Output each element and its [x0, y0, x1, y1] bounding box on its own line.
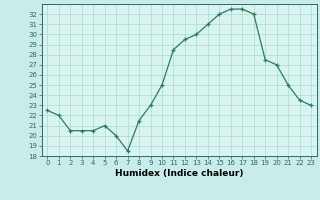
X-axis label: Humidex (Indice chaleur): Humidex (Indice chaleur): [115, 169, 244, 178]
